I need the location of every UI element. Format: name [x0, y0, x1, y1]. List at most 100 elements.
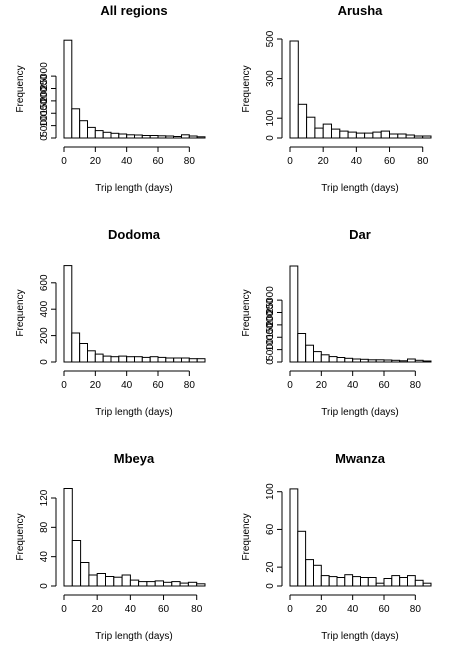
- panel-title: Mwanza: [335, 451, 386, 466]
- histogram-bar: [320, 354, 330, 363]
- histogram-bar: [422, 360, 432, 363]
- y-tick-label: 600: [39, 274, 50, 291]
- histogram-bar: [414, 359, 424, 363]
- histogram-bar: [320, 575, 330, 587]
- x-axis-label: Trip length (days): [95, 183, 172, 194]
- y-tick-label: 5000: [39, 114, 50, 137]
- histogram-bar: [79, 343, 88, 363]
- histogram-bar: [113, 576, 123, 587]
- panel-all-regions: All regions 0 20 40 60 80 0 5000 10000 15000 2000…: [0, 0, 226, 217]
- histogram-bar: [173, 136, 182, 139]
- histogram-bar: [407, 358, 416, 363]
- x-tick-label: 0: [61, 604, 67, 615]
- histogram-bar: [314, 127, 324, 139]
- x-tick-label: 40: [125, 604, 137, 615]
- y-tick-label: 200: [39, 327, 50, 344]
- x-tick-label: 20: [90, 380, 102, 391]
- x-tick-label: 0: [287, 156, 293, 167]
- histogram-mbeya: Mbeya 0 20 40 60 80 0 40 80 120 Trip length (day…: [15, 451, 206, 642]
- histogram-bar: [375, 359, 385, 363]
- histogram-bar: [179, 582, 189, 587]
- histogram-bar: [305, 559, 314, 587]
- histogram-bar: [94, 353, 104, 363]
- histogram-bar: [188, 358, 198, 363]
- x-tick-label: 0: [287, 380, 293, 391]
- y-tick-label: 10000: [265, 323, 276, 351]
- histogram-arusha: Arusha 0 20 40 60 80 0 100 300 500 Trip length (…: [241, 3, 432, 194]
- histogram-bar: [352, 358, 361, 363]
- histogram-bar: [289, 40, 299, 139]
- histogram-bar: [110, 132, 120, 139]
- y-tick-label: 300: [265, 70, 276, 87]
- histogram-bar: [146, 581, 156, 587]
- x-tick-label: 80: [417, 156, 429, 167]
- x-tick-label: 20: [90, 156, 102, 167]
- y-tick-label: 0: [265, 135, 276, 141]
- y-tick-label: 500: [265, 30, 276, 47]
- x-axis-label: Trip length (days): [321, 183, 398, 194]
- y-tick-label: 25000: [39, 62, 50, 90]
- y-tick-label: 20000: [265, 298, 276, 326]
- y-tick-label: 0: [265, 359, 276, 365]
- histogram-bar: [118, 355, 128, 363]
- histogram-bar: [313, 564, 322, 587]
- histogram-bar: [149, 135, 159, 139]
- histogram-bar: [121, 574, 131, 587]
- y-tick-label: 60: [265, 523, 276, 535]
- x-tick-label: 60: [378, 604, 390, 615]
- histogram-bar: [126, 134, 135, 139]
- histogram-bar: [126, 356, 135, 363]
- x-tick-label: 0: [61, 156, 67, 167]
- y-axis-label: Frequency: [15, 513, 26, 560]
- histogram-bar: [397, 133, 407, 139]
- histogram-bar: [129, 579, 140, 587]
- histogram-bar: [372, 131, 382, 139]
- histogram-bar: [196, 358, 206, 363]
- histogram-bar: [313, 351, 322, 363]
- histogram-bar: [375, 582, 385, 587]
- panel-title: Dar: [349, 227, 371, 242]
- y-tick-label: 400: [39, 300, 50, 317]
- histogram-bar: [336, 357, 346, 363]
- x-tick-label: 80: [191, 604, 203, 615]
- histogram-bar: [399, 360, 408, 363]
- histogram-bar: [71, 540, 82, 587]
- histogram-all-regions: All regions 0 20 40 60 800500010000150002000…: [15, 3, 206, 194]
- panel-mwanza: Mwanza 0 20 40 60 80 0 20 60 100 Trip length (da…: [226, 448, 452, 665]
- y-tick-label: 5000: [265, 338, 276, 361]
- y-tick-label: 20: [265, 561, 276, 573]
- histogram-bar: [364, 132, 374, 139]
- histogram-bar: [383, 578, 393, 587]
- histogram-bar: [110, 356, 120, 363]
- histogram-bar: [63, 265, 73, 363]
- histogram-bar: [328, 576, 338, 587]
- x-tick-label: 60: [378, 380, 390, 391]
- histogram-bar: [157, 135, 167, 139]
- y-tick-label: 25000: [265, 286, 276, 314]
- y-tick-label: 15000: [39, 87, 50, 115]
- histogram-bar: [63, 488, 73, 587]
- y-tick-label: 0: [39, 135, 50, 141]
- y-tick-label: 15000: [265, 311, 276, 339]
- histogram-bar: [165, 357, 175, 363]
- panel-dodoma: Dodoma 0 20 40 60 80 0 200 400 600 Trip length (…: [0, 224, 226, 441]
- x-tick-label: 20: [316, 604, 328, 615]
- histogram-bar: [154, 580, 164, 587]
- panel-dar: Dar 0 20 40 60 80 0 5000 10000 15000 20000 25000 T…: [226, 224, 452, 441]
- x-tick-label: 80: [410, 604, 422, 615]
- histogram-bar: [71, 332, 81, 363]
- x-tick-label: 40: [351, 156, 363, 167]
- histogram-bar: [63, 39, 73, 139]
- y-tick-label: 0: [39, 359, 50, 365]
- histogram-bar: [347, 131, 357, 139]
- y-tick-label: 0: [265, 583, 276, 589]
- histogram-bar: [389, 133, 399, 139]
- histogram-bar: [360, 577, 369, 587]
- x-tick-label: 0: [287, 604, 293, 615]
- histogram-bar: [88, 574, 98, 587]
- histogram-bar: [87, 350, 96, 363]
- histogram-bar: [118, 133, 128, 139]
- panel-title: Arusha: [338, 3, 384, 18]
- x-axis-label: Trip length (days): [321, 631, 398, 642]
